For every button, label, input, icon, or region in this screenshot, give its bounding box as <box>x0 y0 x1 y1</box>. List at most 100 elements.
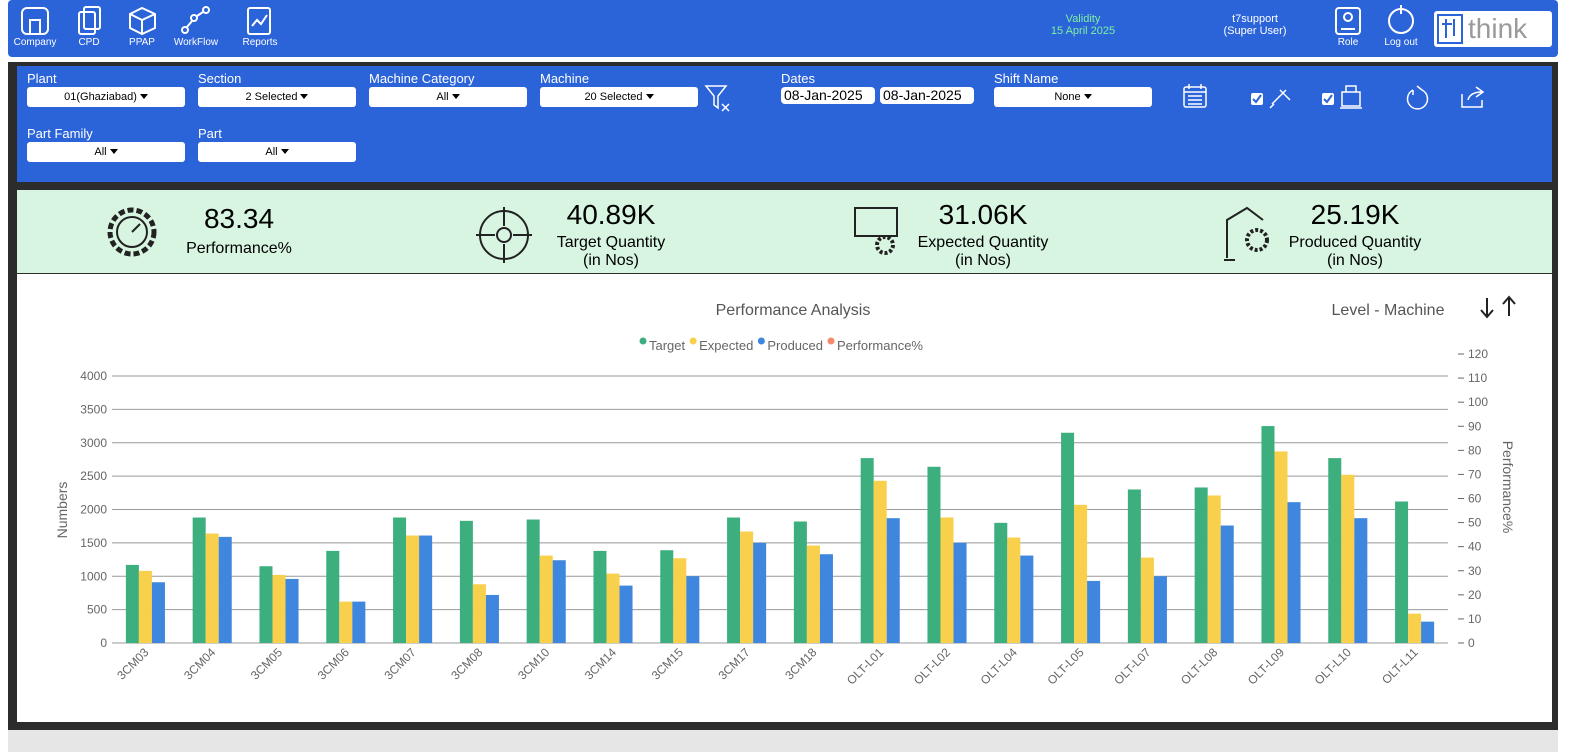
y2-tick-label: 40 <box>1468 540 1482 554</box>
performance-icon <box>107 207 157 257</box>
x-tick-label: OLT-L07 <box>1111 645 1154 688</box>
reports-icon[interactable] <box>247 7 271 35</box>
nav-item[interactable]: CPD <box>78 37 100 48</box>
performance-icon-needle <box>131 223 141 233</box>
role-icon-head <box>1343 12 1353 22</box>
legend-label: Performance% <box>837 338 923 353</box>
footer-bar <box>8 730 1558 752</box>
filter-label: Part <box>198 126 222 141</box>
bar <box>1220 525 1234 643</box>
x-tick-label: 3CM17 <box>715 645 752 682</box>
dropdown-arrow <box>1083 94 1092 99</box>
nav-action[interactable]: Role <box>1337 37 1359 48</box>
filter-select[interactable]: All <box>27 142 185 162</box>
ppap-icon[interactable] <box>129 6 156 36</box>
bar <box>806 545 820 643</box>
y2-tick-label: 60 <box>1468 492 1482 506</box>
x-tick-label: 3CM07 <box>381 645 418 682</box>
produced-icon-arm <box>1224 206 1264 261</box>
x-tick-label: OLT-L05 <box>1044 645 1087 688</box>
filter-select[interactable]: 20 Selected <box>540 87 698 107</box>
company-icon[interactable] <box>21 7 49 35</box>
reports-icon-line <box>251 14 268 27</box>
checkbox-tick <box>1323 94 1333 104</box>
y2-tick-label: 80 <box>1468 443 1482 457</box>
role-icon[interactable] <box>1335 7 1361 35</box>
bar <box>793 521 807 643</box>
filter-label: Dates <box>781 71 815 86</box>
bar <box>740 531 754 643</box>
bar <box>1328 458 1342 643</box>
x-tick-label: 3CM10 <box>515 645 552 682</box>
x-tick-label: 3CM15 <box>649 645 686 682</box>
filter-panel <box>17 66 1552 182</box>
y2-tick-label: 70 <box>1468 467 1482 481</box>
bar <box>552 560 566 643</box>
tool-icon[interactable] <box>1269 89 1291 109</box>
bar <box>352 601 366 643</box>
target-icon-center <box>496 227 512 243</box>
workflow-icon-link <box>186 11 204 28</box>
bar <box>339 601 353 643</box>
nav-action[interactable]: Log out <box>1384 37 1418 48</box>
user-role: (Super User) <box>1223 25 1287 37</box>
filter-select[interactable]: All <box>369 87 527 107</box>
cpd-icon-back <box>83 6 101 30</box>
user-name: t7support <box>1232 13 1278 25</box>
nav-item[interactable]: PPAP <box>129 37 155 48</box>
kpi-label: Expected Quantity <box>917 234 1049 251</box>
y2-tick-label: 50 <box>1468 516 1482 530</box>
kpi-unit: (in Nos) <box>954 252 1011 269</box>
x-tick-label: OLT-L10 <box>1312 645 1355 688</box>
filter-label: Machine Category <box>369 71 475 86</box>
y2-tick-label: 110 <box>1468 371 1487 385</box>
y-tick-label: 2500 <box>80 469 107 483</box>
filter-label: Shift Name <box>994 71 1059 86</box>
x-tick-label: OLT-L02 <box>911 645 954 688</box>
bar <box>873 480 887 643</box>
filter-select[interactable]: 01(Ghaziabad) <box>27 87 185 107</box>
kpi-label: Performance% <box>186 240 292 257</box>
y-tick-label: 1500 <box>80 536 107 550</box>
expected-icon-gear <box>875 235 895 255</box>
date-from[interactable]: 08-Jan-2025 <box>781 87 875 104</box>
bar <box>1408 613 1422 643</box>
legend-label: Produced <box>767 338 823 353</box>
bar <box>151 582 165 643</box>
clear-filter-icon[interactable] <box>704 85 730 112</box>
bar <box>1074 504 1088 643</box>
y-tick-label: 500 <box>87 603 107 617</box>
cpd-icon[interactable] <box>78 11 96 35</box>
refresh-icon[interactable] <box>1406 85 1429 110</box>
filter-select[interactable]: None <box>994 87 1152 107</box>
nav-item[interactable]: WorkFlow <box>173 37 219 48</box>
x-tick-label: 3CM03 <box>114 645 151 682</box>
bar <box>1207 495 1221 643</box>
bar <box>940 517 954 643</box>
filter-select[interactable]: All <box>198 142 356 162</box>
dropdown-arrow <box>109 149 118 154</box>
validity-date: 15 April 2025 <box>1050 25 1116 37</box>
sort-arrows[interactable] <box>1480 295 1516 319</box>
validity-label: Validity <box>1065 13 1101 25</box>
company-icon-door <box>29 19 41 34</box>
workflow-icon[interactable] <box>181 26 189 34</box>
nav-item[interactable]: Company <box>13 37 57 48</box>
machine-icon[interactable] <box>1341 91 1361 107</box>
calendar-icon[interactable] <box>1183 86 1207 108</box>
level-label: Level - Machine <box>1332 302 1445 319</box>
x-tick-label: OLT-L04 <box>978 645 1021 688</box>
x-tick-label: 3CM05 <box>248 645 285 682</box>
machine-icon-top <box>1340 85 1362 109</box>
share-icon[interactable] <box>1461 86 1485 108</box>
filter-select[interactable]: 2 Selected <box>198 87 356 107</box>
bar <box>1127 489 1141 643</box>
target-icon-cross <box>476 207 532 263</box>
y-tick-label: 3500 <box>80 402 107 416</box>
nav-item[interactable]: Reports <box>242 37 278 48</box>
chart-panel <box>17 274 1552 722</box>
x-tick-label: OLT-L08 <box>1178 645 1221 688</box>
bar <box>1261 426 1275 643</box>
date-to[interactable]: 08-Jan-2025 <box>880 87 974 104</box>
filter-value: All <box>436 91 449 103</box>
